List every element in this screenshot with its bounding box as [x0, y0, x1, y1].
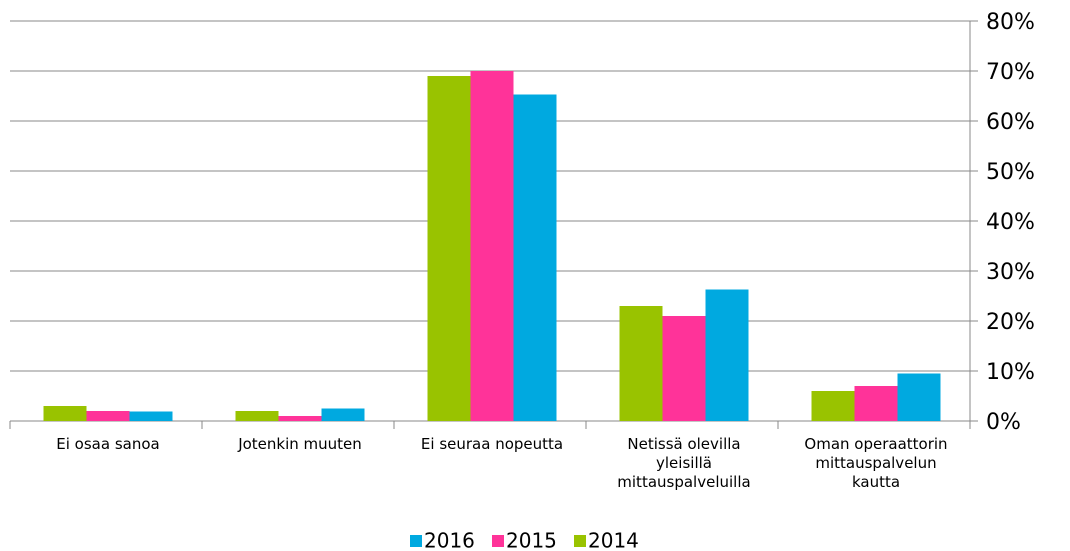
- y-tick-label: 60%: [986, 110, 1035, 135]
- bar: [705, 289, 749, 421]
- legend-swatch: [492, 535, 504, 547]
- legend-swatch: [410, 535, 422, 547]
- bar: [129, 411, 173, 421]
- y-tick-label: 20%: [986, 310, 1035, 335]
- x-tick-label: Jotenkin muuten: [238, 435, 362, 453]
- x-tick-label: Netissä olevilla yleisillä mittauspalvel…: [617, 435, 751, 491]
- bar: [662, 316, 706, 421]
- bar: [470, 71, 514, 421]
- bar: [897, 373, 941, 421]
- bar: [513, 94, 557, 421]
- y-tick-label: 70%: [986, 60, 1035, 85]
- y-tick-label: 40%: [986, 210, 1035, 235]
- bar: [854, 386, 898, 421]
- x-tick-label: Ei osaa sanoa: [56, 435, 160, 453]
- bar: [235, 411, 279, 421]
- legend-label: 2014: [588, 529, 639, 551]
- bar: [427, 76, 471, 421]
- bar: [619, 306, 663, 421]
- y-tick-label: 50%: [986, 160, 1035, 185]
- y-tick-label: 30%: [986, 260, 1035, 285]
- bar: [86, 411, 130, 421]
- bar: [321, 408, 365, 421]
- x-tick-label: Oman operaattorin mittauspalvelun kautta: [804, 435, 948, 491]
- y-tick-label: 80%: [986, 10, 1035, 35]
- legend-label: 2015: [506, 529, 557, 551]
- bar: [278, 416, 322, 421]
- legend-swatch: [574, 535, 586, 547]
- bar: [811, 391, 855, 421]
- x-tick-label: Ei seuraa nopeutta: [420, 435, 564, 453]
- y-tick-label: 10%: [986, 360, 1035, 385]
- bar: [43, 406, 87, 421]
- y-tick-label: 0%: [986, 410, 1021, 435]
- legend-label: 2016: [424, 529, 475, 551]
